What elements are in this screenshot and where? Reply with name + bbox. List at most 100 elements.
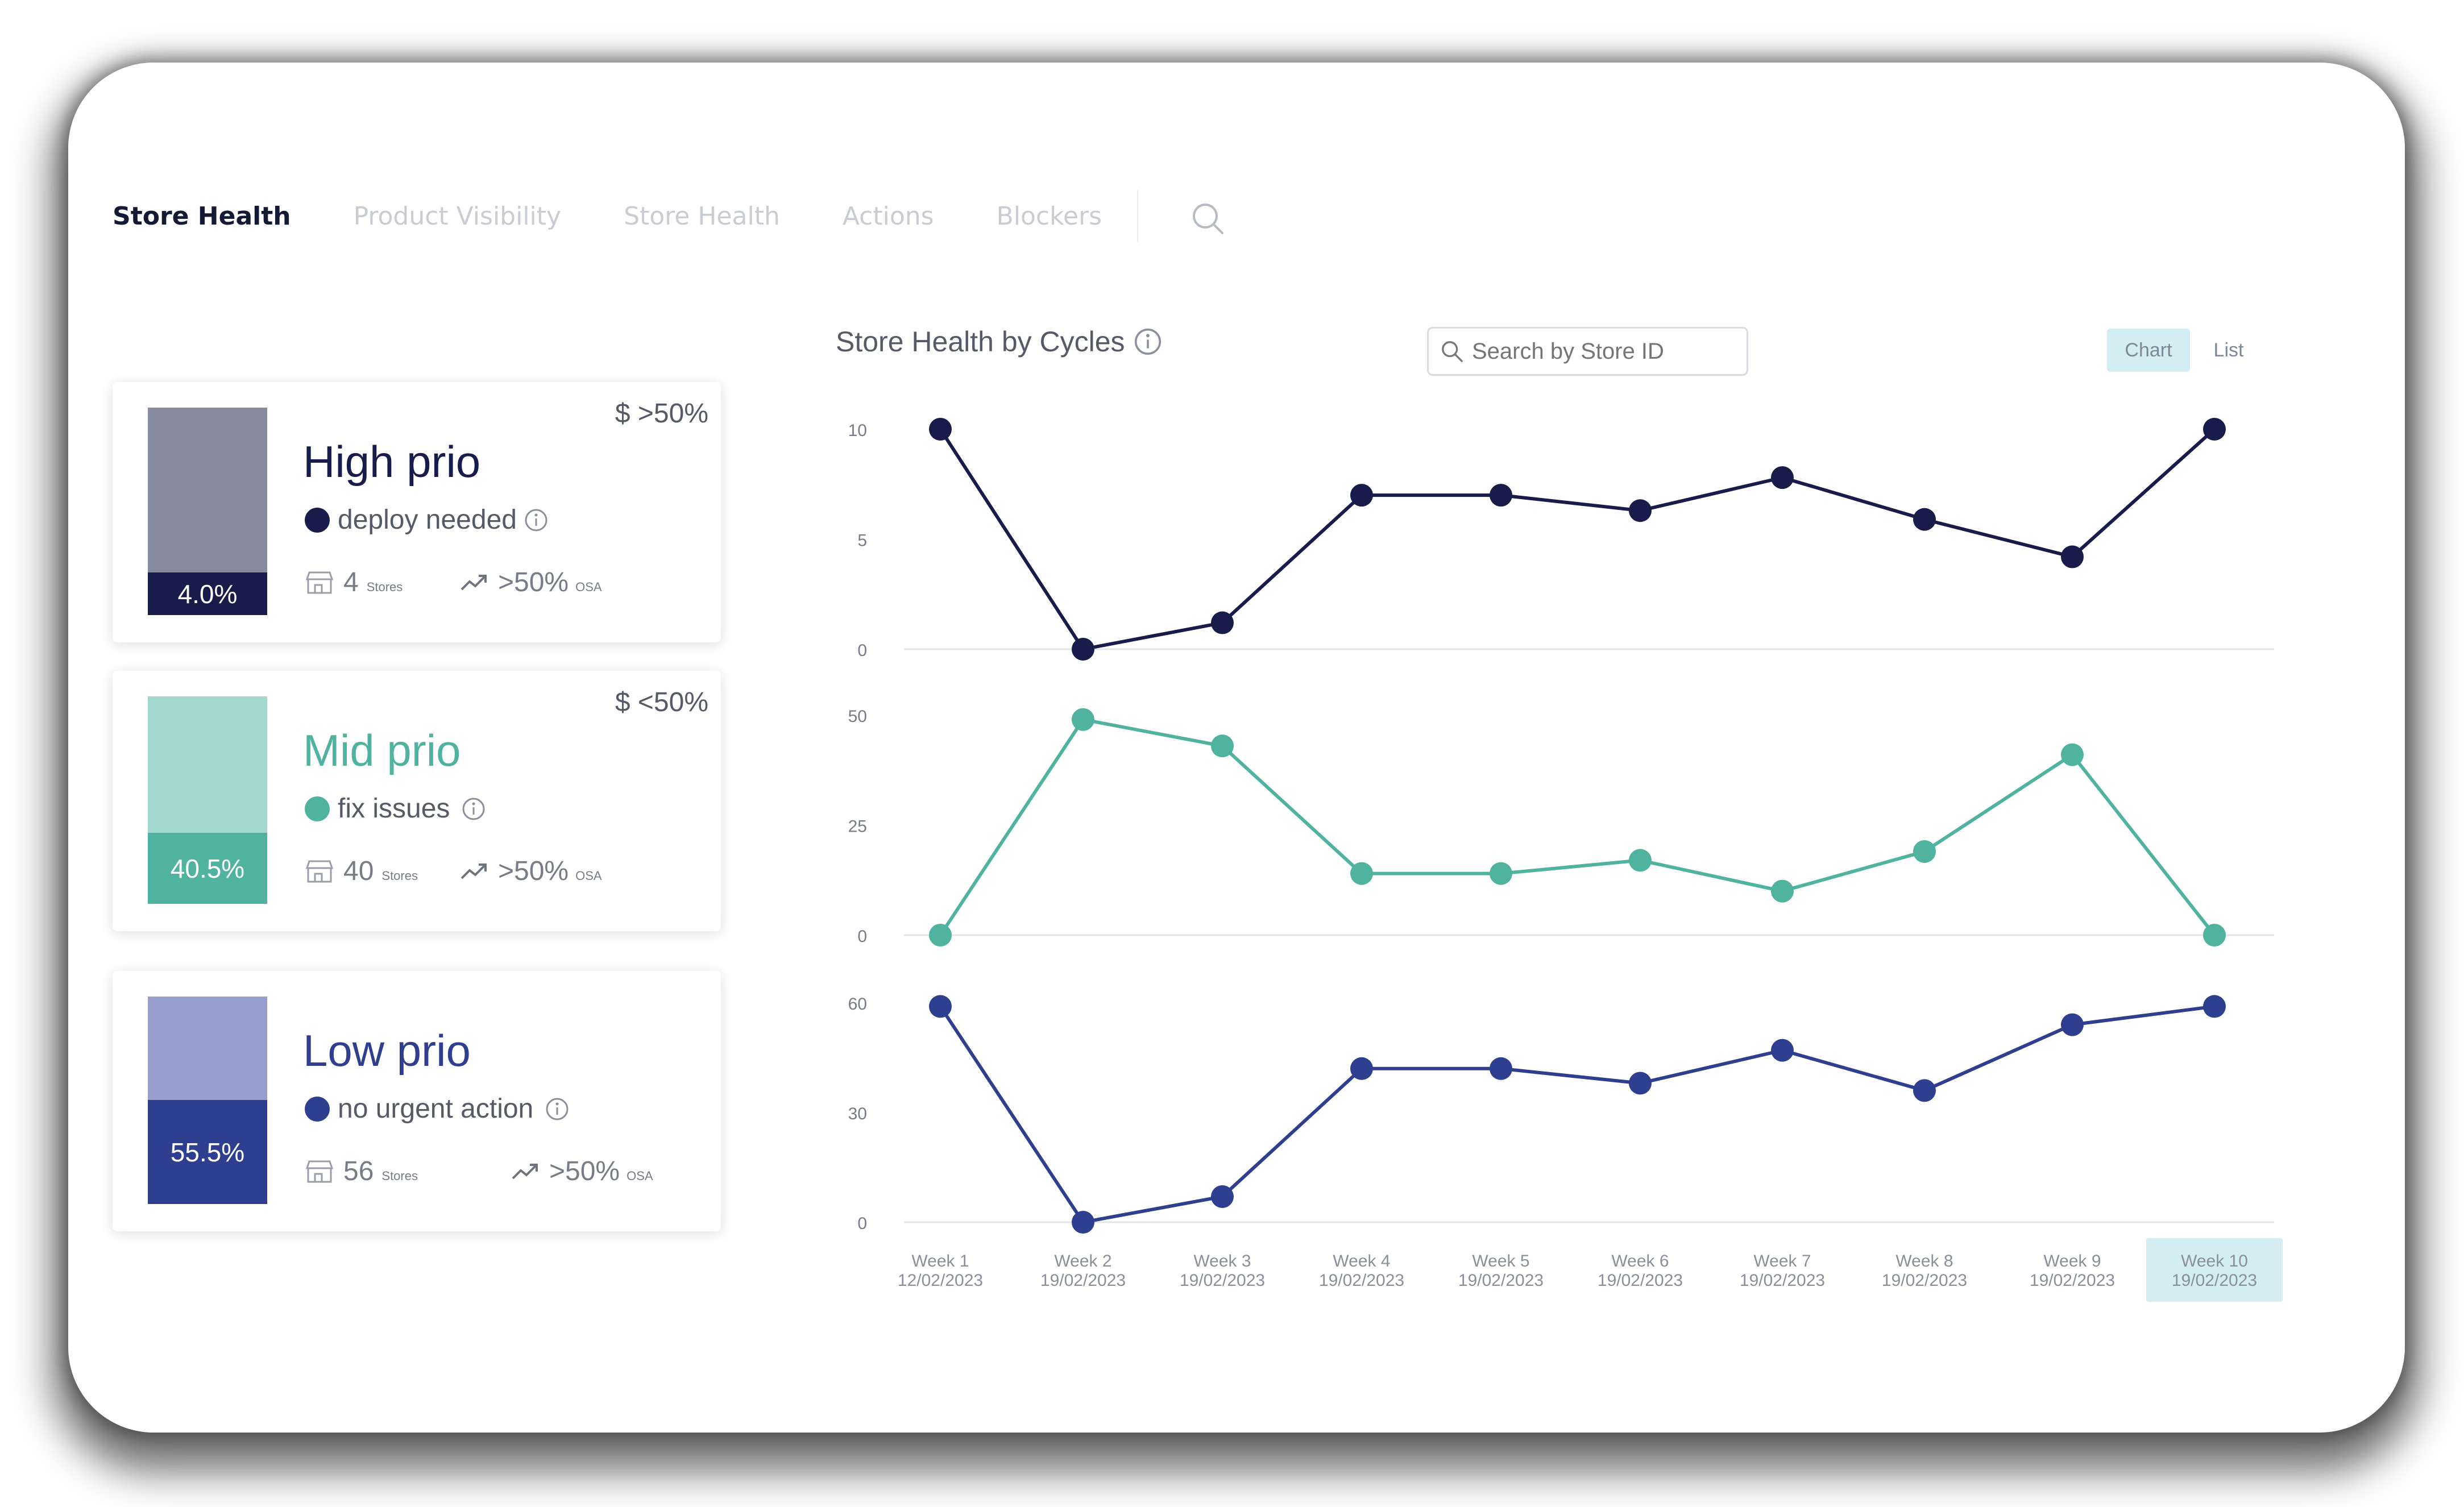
threshold-label: $ <50%: [615, 687, 708, 717]
data-point-mid[interactable]: [1490, 862, 1512, 885]
x-tick-week: Week 5: [1472, 1252, 1529, 1271]
data-point-mid[interactable]: [1072, 708, 1094, 731]
trend-up-icon: [461, 863, 487, 879]
data-point-low[interactable]: [1629, 1072, 1652, 1095]
card-low-prio[interactable]: 55.5% Low prio no urgent action 56 Store…: [113, 971, 721, 1231]
data-point-low[interactable]: [1350, 1057, 1373, 1080]
stores-count: 56: [343, 1156, 374, 1186]
x-tick-week: Week 4: [1333, 1252, 1390, 1271]
data-point-low[interactable]: [1490, 1057, 1512, 1080]
data-point-low[interactable]: [2061, 1013, 2084, 1036]
osa-meta: >50% OSA: [511, 1156, 653, 1187]
status-dot: [305, 507, 330, 533]
bar-share: 40.5%: [148, 833, 267, 904]
info-icon[interactable]: [545, 1097, 570, 1122]
bar-remainder: [148, 997, 267, 1100]
data-point-mid[interactable]: [1913, 840, 1936, 863]
card-mid-prio[interactable]: $ <50% 40.5% Mid prio fix issues 40 Stor…: [113, 671, 721, 931]
data-point-high[interactable]: [929, 418, 952, 441]
status-label: no urgent action: [338, 1094, 534, 1124]
data-point-mid[interactable]: [1629, 849, 1652, 872]
status-dot: [305, 796, 330, 821]
stores-count: 40: [343, 856, 374, 886]
store-icon: [305, 860, 334, 882]
tab-actions[interactable]: Actions: [842, 201, 934, 231]
data-point-high[interactable]: [2061, 545, 2084, 568]
data-point-mid[interactable]: [929, 924, 952, 946]
prio-share-bar: 4.0%: [148, 408, 267, 615]
store-search[interactable]: [1427, 327, 1748, 376]
highlighted-category-bg[interactable]: [2146, 1238, 2283, 1302]
store-search-input[interactable]: [1471, 338, 1740, 365]
data-point-mid[interactable]: [2203, 924, 2226, 946]
data-point-low[interactable]: [929, 995, 952, 1018]
prio-title: Low prio: [303, 1026, 471, 1076]
osa-value: >50%: [498, 856, 569, 886]
data-point-high[interactable]: [1629, 499, 1652, 522]
data-point-high[interactable]: [1490, 484, 1512, 507]
y-tick-label: 30: [848, 1105, 867, 1123]
tab-store-health-2[interactable]: Store Health: [624, 201, 780, 231]
status-label: fix issues: [338, 794, 450, 824]
toggle-chart-view[interactable]: Chart: [2107, 329, 2190, 372]
x-tick-week: Week 2: [1054, 1252, 1111, 1271]
prio-share-bar: 40.5%: [148, 696, 267, 904]
data-point-low[interactable]: [1072, 1211, 1094, 1234]
x-tick-date: 12/02/2023: [898, 1271, 983, 1290]
stores-meta: 56 Stores: [305, 1156, 418, 1187]
data-point-mid[interactable]: [1771, 879, 1794, 903]
bar-remainder: [148, 408, 267, 572]
y-tick-label: 50: [848, 707, 867, 726]
prio-title: Mid prio: [303, 725, 461, 775]
toggle-list-view[interactable]: List: [2213, 339, 2244, 361]
tab-blockers[interactable]: Blockers: [996, 201, 1102, 231]
data-point-mid[interactable]: [2061, 743, 2084, 766]
data-point-high[interactable]: [1211, 611, 1234, 634]
prio-title: High prio: [303, 437, 481, 487]
x-tick-week: Week 1: [911, 1252, 969, 1271]
x-tick-week: Week 7: [1753, 1252, 1811, 1271]
data-point-high[interactable]: [1072, 638, 1094, 661]
data-point-low[interactable]: [1771, 1039, 1794, 1062]
x-tick-date: 19/02/2023: [1458, 1271, 1544, 1290]
store-icon: [305, 1160, 334, 1182]
y-tick-label: 0: [857, 927, 867, 946]
data-point-mid[interactable]: [1350, 862, 1373, 885]
x-tick-date: 19/02/2023: [2172, 1271, 2257, 1290]
store-icon: [305, 571, 334, 593]
prio-share-bar: 55.5%: [148, 997, 267, 1204]
data-point-high[interactable]: [1350, 484, 1373, 507]
x-tick-week: Week 10: [2181, 1252, 2248, 1271]
bar-remainder: [148, 696, 267, 833]
tab-product-visibility[interactable]: Product Visibility: [353, 201, 562, 231]
y-tick-label: 60: [848, 995, 867, 1014]
tab-store-health[interactable]: Store Health: [113, 201, 291, 231]
data-point-low[interactable]: [1913, 1079, 1936, 1102]
data-point-high[interactable]: [1771, 466, 1794, 489]
info-icon[interactable]: [1133, 327, 1163, 356]
data-point-high[interactable]: [2203, 418, 2226, 441]
card-high-prio[interactable]: $ >50% 4.0% High prio deploy needed 4 St…: [113, 382, 721, 642]
data-point-low[interactable]: [2203, 995, 2226, 1018]
stores-meta: 40 Stores: [305, 856, 418, 887]
info-icon[interactable]: [524, 508, 549, 533]
stores-count: 4: [343, 567, 359, 597]
data-point-mid[interactable]: [1211, 734, 1234, 758]
data-point-high[interactable]: [1913, 508, 1936, 531]
info-icon[interactable]: [461, 796, 486, 821]
data-point-low[interactable]: [1211, 1185, 1234, 1208]
series-line-mid: [939, 717, 2216, 936]
osa-label: OSA: [575, 869, 602, 883]
top-nav: Store Health Product Visibility Store He…: [113, 196, 1164, 236]
x-tick-week: Week 9: [2043, 1252, 2101, 1271]
osa-value: >50%: [498, 567, 569, 597]
series-line-high: [939, 427, 2216, 651]
search-icon[interactable]: [1188, 199, 1228, 239]
x-tick-date: 19/02/2023: [1740, 1271, 1825, 1290]
x-tick-week: Week 8: [1895, 1252, 1953, 1271]
x-tick-date: 19/02/2023: [1040, 1271, 1126, 1290]
stores-label: Stores: [366, 580, 403, 594]
threshold-label: $ >50%: [615, 398, 708, 429]
x-tick-date: 19/02/2023: [1180, 1271, 1265, 1290]
